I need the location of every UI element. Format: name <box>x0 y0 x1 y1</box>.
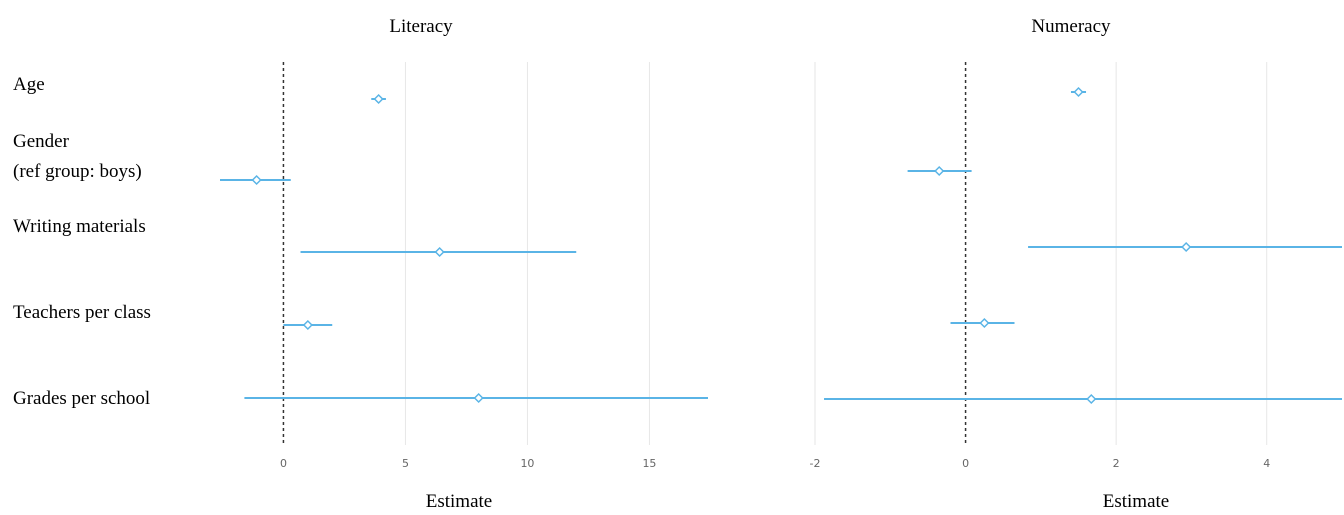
estimate-point <box>934 165 945 177</box>
x-tick-label: 4 <box>1263 457 1270 470</box>
estimate-point <box>373 93 384 105</box>
row-label: Teachers per class <box>13 302 151 323</box>
estimate-point <box>251 174 262 186</box>
estimate-point <box>302 319 313 331</box>
estimate-point <box>979 317 990 329</box>
numeracy-panel: Numeracy -2 0 2 4 Estimate <box>810 16 1342 512</box>
x-tick-label: 10 <box>520 457 534 470</box>
row-labels: Age Gender (ref group: boys) Writing materi… <box>13 74 151 409</box>
row-label: (ref group: boys) <box>13 161 142 182</box>
row-label: Gender <box>13 131 70 152</box>
row-label: Writing materials <box>13 216 146 237</box>
row-label: Grades per school <box>13 388 150 409</box>
x-tick-label: 15 <box>642 457 656 470</box>
x-tick-label: 0 <box>280 457 287 470</box>
estimate-point <box>434 246 445 258</box>
estimate-point <box>473 392 484 404</box>
x-tick-label: -2 <box>810 457 821 470</box>
panel-title: Numeracy <box>1031 16 1111 37</box>
x-axis-label: Estimate <box>426 491 492 512</box>
estimate-point <box>1181 241 1192 253</box>
x-axis-label: Estimate <box>1103 491 1169 512</box>
panel-title: Literacy <box>389 16 453 37</box>
estimate-point <box>1086 393 1097 405</box>
literacy-panel: Literacy 0 5 10 15 Estimate <box>220 16 708 512</box>
row-label: Age <box>13 74 45 95</box>
x-tick-label: 5 <box>402 457 409 470</box>
x-tick-label: 0 <box>962 457 969 470</box>
estimate-point <box>1073 86 1084 98</box>
x-tick-label: 2 <box>1113 457 1120 470</box>
